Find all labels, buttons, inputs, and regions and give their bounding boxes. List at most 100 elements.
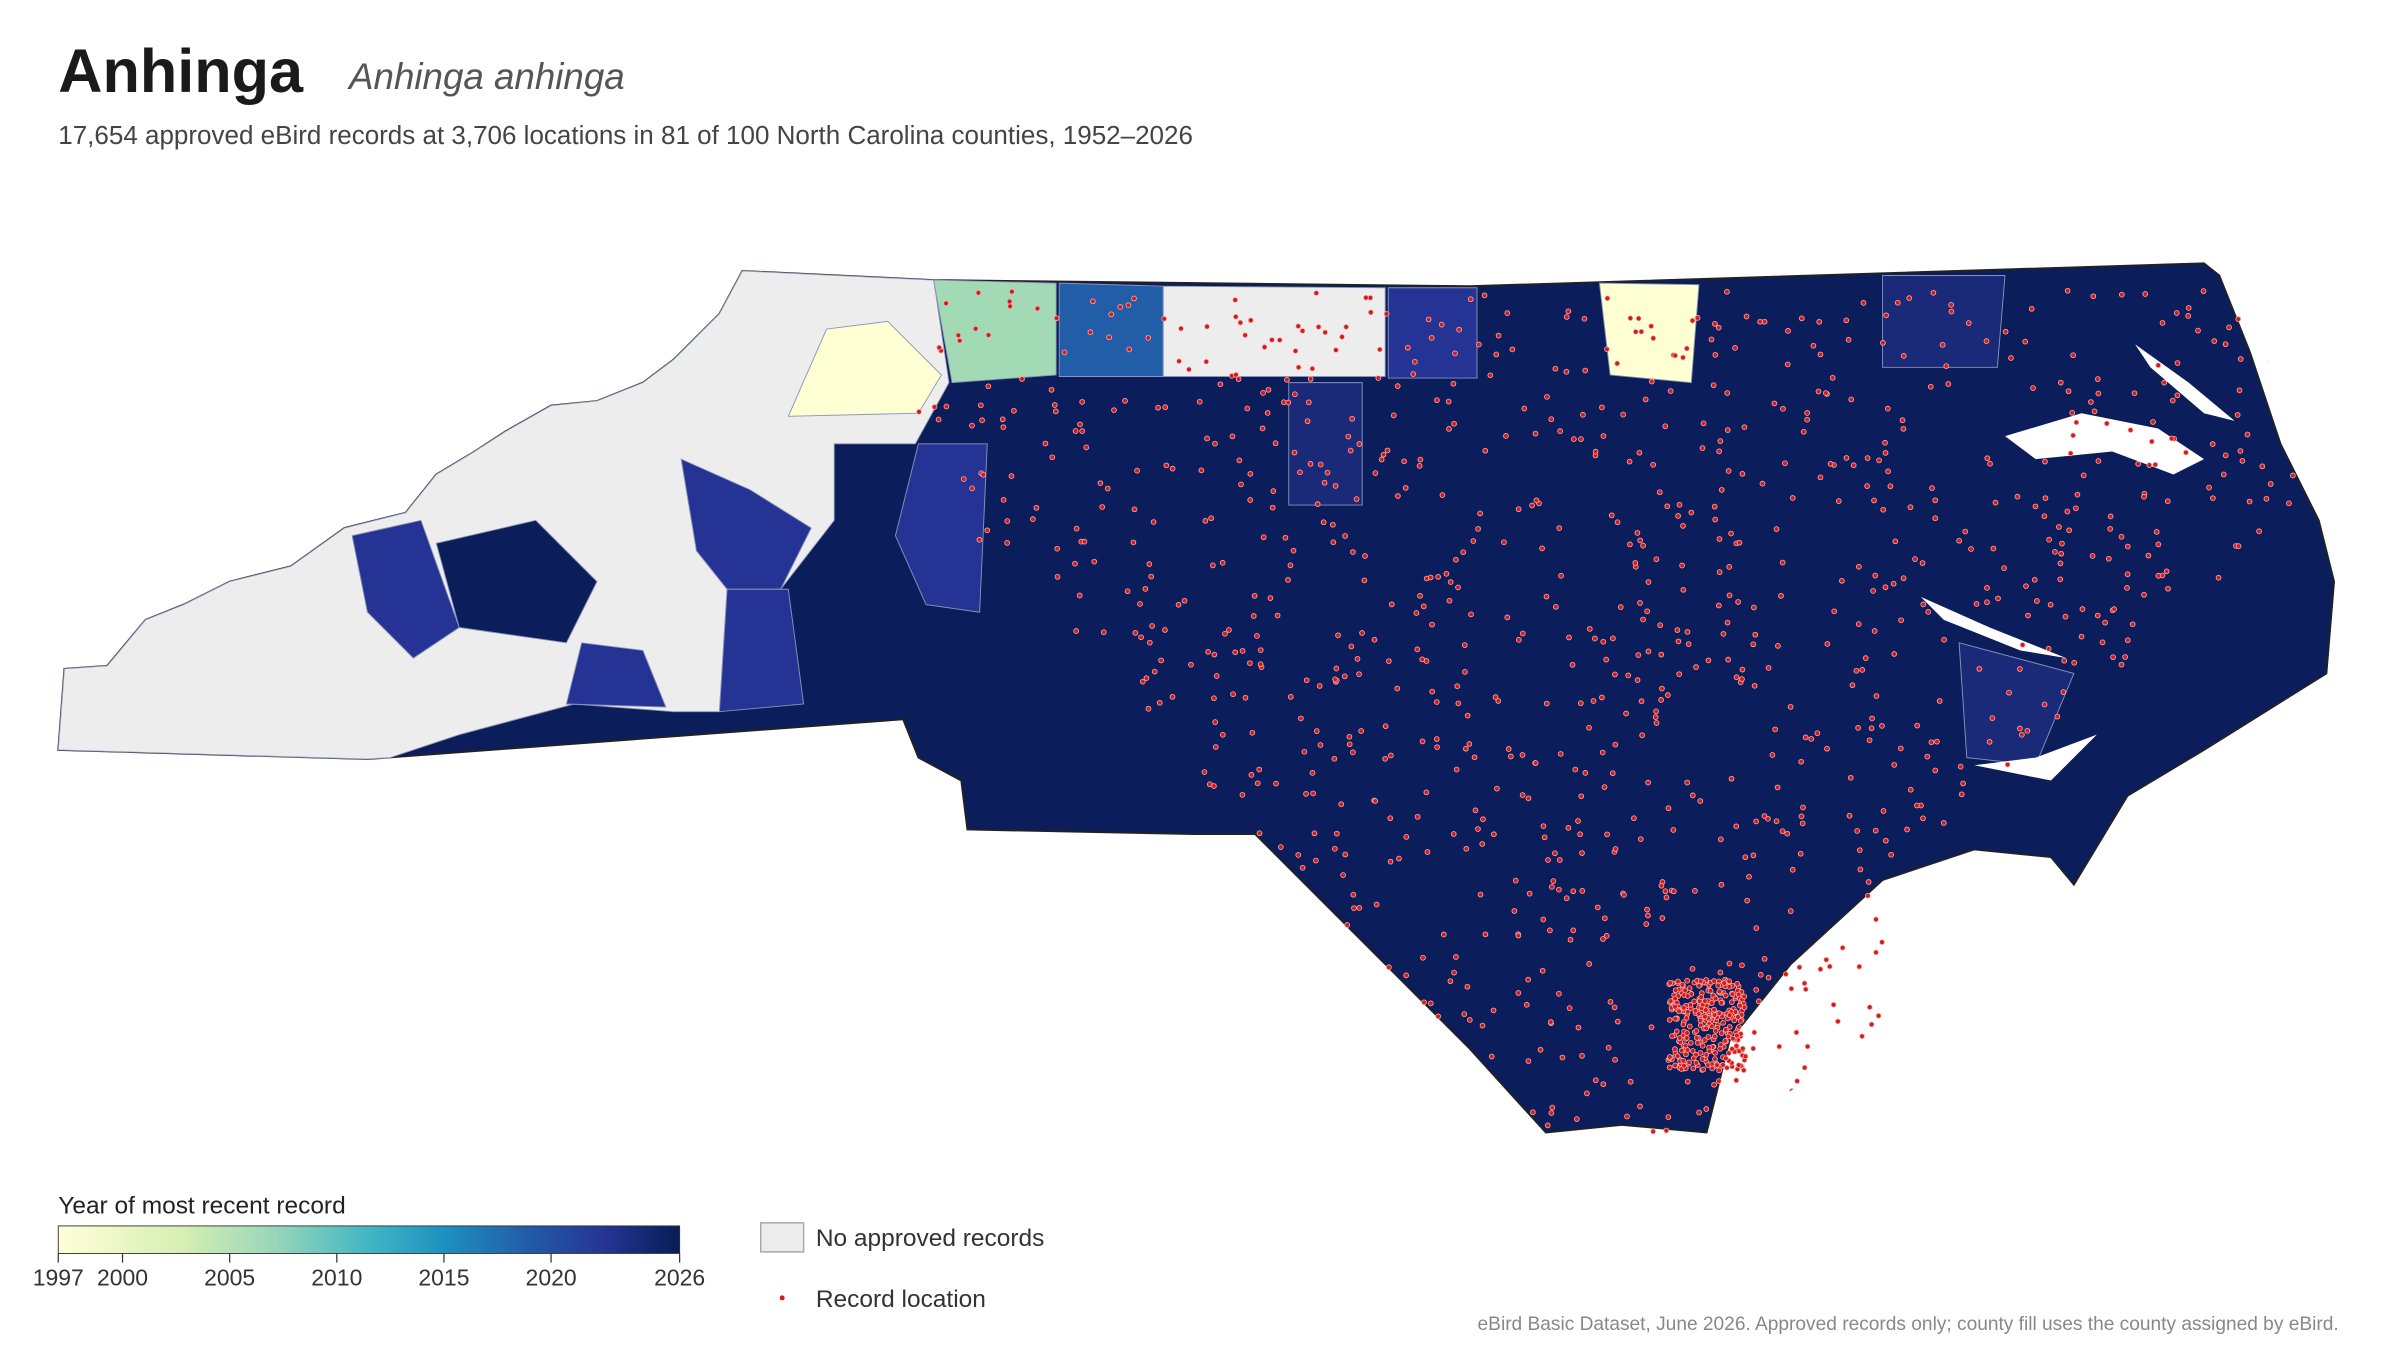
record-dot [1779, 828, 1786, 835]
record-dot [1440, 931, 1447, 938]
record-dot [1718, 1030, 1725, 1036]
record-dot [1720, 1062, 1726, 1068]
record-dot [1878, 1077, 1885, 1084]
record-dot [1242, 332, 1248, 339]
record-dot [1637, 836, 1644, 842]
record-dot [1363, 294, 1369, 301]
record-dot [1612, 741, 1619, 748]
record-dot [1446, 597, 1453, 604]
record-dot [2025, 612, 2031, 619]
record-dot [1545, 857, 1551, 863]
record-dot [1455, 584, 1461, 591]
record-dot [1773, 818, 1780, 825]
record-dot [1684, 1008, 1691, 1015]
record-dot [1726, 978, 1733, 985]
record-dot [1581, 315, 1588, 322]
record-dot [1290, 547, 1297, 554]
record-dot [1900, 575, 1907, 582]
record-dot [1789, 1088, 1795, 1094]
record-dot [1586, 724, 1592, 731]
record-dot [1257, 661, 1264, 668]
record-dot [984, 527, 991, 534]
record-dot [1310, 790, 1316, 797]
record-dot [1463, 745, 1469, 752]
record-dot [1697, 1017, 1704, 1024]
record-dot [1106, 334, 1112, 341]
record-dot [1256, 830, 1263, 837]
record-dot [1684, 345, 1690, 352]
record-dot [1320, 519, 1327, 526]
record-dot [1920, 601, 1927, 608]
record-dot [2145, 552, 2152, 559]
record-dot [1386, 658, 1392, 664]
record-dot [1665, 1114, 1672, 1120]
record-dot [985, 332, 992, 338]
record-dot [2215, 574, 2222, 581]
record-dot [1854, 828, 1861, 834]
record-dot [1973, 601, 1980, 607]
record-dot [2220, 471, 2227, 478]
record-dot [1553, 604, 1559, 610]
record-dot [1960, 780, 1966, 787]
record-dot [1924, 753, 1931, 760]
record-dot [1827, 461, 1834, 467]
record-dot [1556, 886, 1562, 893]
record-dot [2141, 591, 2147, 598]
record-dot [1108, 311, 1115, 318]
record-dot [1711, 1006, 1717, 1013]
record-dot [1277, 844, 1284, 850]
record-dot [1726, 1012, 1733, 1018]
record-dot [1667, 388, 1674, 394]
record-dot [1759, 480, 1766, 487]
footer: eBird Basic Dataset, June 2026. Approved… [1478, 1314, 2339, 1335]
record-dot [1724, 1064, 1730, 1071]
record-dot [1603, 933, 1610, 939]
record-dot [2088, 399, 2094, 405]
record-dot [1782, 460, 1788, 467]
record-dot [1297, 469, 1303, 476]
record-dot [1693, 1051, 1699, 1058]
record-dot [1579, 888, 1586, 894]
record-dot [1693, 1034, 1700, 1041]
record-dot [1859, 1033, 1865, 1040]
record-dot [943, 300, 949, 307]
record-dot [1907, 786, 1914, 793]
record-dot [1345, 433, 1352, 440]
record-dot [1236, 457, 1243, 464]
record-dot [1270, 488, 1277, 494]
record-dot [1685, 641, 1692, 648]
record-dot [1419, 738, 1426, 745]
record-dot [1753, 925, 1760, 931]
record-dot [1178, 325, 1184, 332]
record-dot [1493, 351, 1500, 358]
record-dot [1825, 1123, 1832, 1130]
record-dot [1455, 700, 1462, 707]
record-dot [1541, 834, 1548, 841]
record-dot [1604, 346, 1610, 353]
record-dot [2102, 619, 2108, 626]
record-dot [1755, 998, 1762, 1005]
record-dot [1033, 504, 1040, 511]
record-dot [1680, 587, 1687, 593]
record-dot [1577, 700, 1584, 707]
record-dot [1856, 963, 1863, 970]
record-dot [2064, 287, 2071, 294]
record-dot [1188, 661, 1194, 668]
record-dot [1073, 525, 1080, 532]
record-dot [1990, 545, 1997, 552]
record-dot [2057, 379, 2064, 386]
record-dot [2155, 572, 2162, 579]
record-dot [1139, 678, 1146, 685]
record-dot [969, 422, 975, 429]
record-dot [2165, 585, 2171, 592]
record-dot [1797, 850, 1804, 857]
record-dot [1883, 312, 1889, 319]
record-dot [1460, 549, 1467, 556]
record-dot [1494, 785, 1500, 792]
record-dot [1412, 358, 1418, 365]
record-dot [2267, 481, 2274, 487]
record-dot [1539, 967, 1546, 974]
record-dot [2107, 513, 2114, 520]
record-dot [2017, 725, 2023, 732]
record-dot [1608, 512, 1615, 519]
